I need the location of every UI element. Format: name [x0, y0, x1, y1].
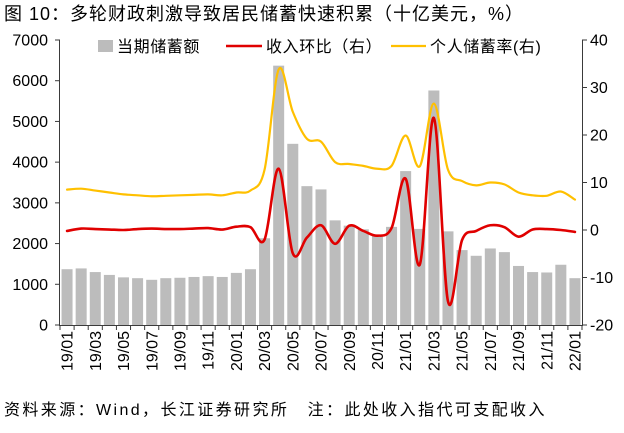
savings-bar — [103, 274, 115, 325]
legend-swatch-savings — [98, 40, 113, 52]
savings-bar — [117, 277, 129, 325]
y-right-tick-label: 30 — [590, 80, 608, 97]
savings-bar — [442, 231, 454, 325]
y-right-tick-label: 0 — [590, 223, 599, 240]
income-mom-line — [65, 116, 577, 306]
y-right-tick-label: -20 — [590, 318, 613, 335]
y-left-tick-label: 2000 — [12, 236, 48, 253]
savings-bar — [202, 276, 214, 325]
legend-label-income-mom: 收入环比（右） — [266, 38, 382, 56]
x-tick-label: 19/07 — [144, 331, 161, 371]
x-tick-label: 22/01 — [568, 331, 585, 371]
source-note: 资料来源：Wind，长江证券研究所 注：此处收入指代可支配收入 — [4, 402, 547, 419]
savings-bar — [357, 229, 369, 325]
savings-bar — [174, 277, 186, 325]
savings-bar — [414, 228, 426, 325]
savings-bar — [89, 272, 101, 325]
savings-bar — [146, 279, 158, 325]
x-tick-label: 21/11 — [539, 331, 556, 370]
x-tick-label: 20/09 — [342, 331, 359, 371]
savings-bar — [259, 238, 271, 325]
x-tick-label: 20/01 — [229, 331, 246, 371]
savings-bar — [555, 264, 567, 325]
x-tick-label: 21/05 — [455, 331, 472, 371]
y-left-tick-label: 1000 — [12, 277, 48, 294]
legend: 当期储蓄额 收入环比（右） 个人储蓄率(右) — [98, 38, 541, 56]
savings-bar — [244, 269, 256, 325]
savings-bar — [132, 278, 144, 325]
x-tick-label: 21/01 — [398, 331, 415, 371]
y-left-tick-label: 6000 — [12, 73, 48, 90]
x-tick-label: 19/11 — [201, 331, 218, 370]
savings-bar — [513, 265, 525, 325]
savings-bar — [287, 143, 299, 325]
savings-bar — [456, 250, 468, 325]
savings-bar — [470, 255, 482, 325]
savings-bar — [400, 171, 412, 325]
x-tick-label: 21/07 — [483, 331, 500, 371]
y-right-tick-label: 40 — [590, 33, 608, 50]
savings-bar — [188, 276, 200, 325]
savings-bar — [216, 276, 228, 325]
x-tick-label: 19/09 — [173, 331, 190, 371]
savings-bar — [541, 272, 553, 325]
legend-label-saving-rate: 个人储蓄率(右) — [430, 38, 541, 56]
y-right-tick-label: 20 — [590, 128, 608, 145]
savings-bar — [301, 186, 313, 325]
axes-layer: 0 1000 2000 3000 4000 5000 6000 7000 -20 -10 0 10 20… — [12, 33, 613, 372]
y-right-tick-label: 10 — [590, 175, 608, 192]
y-left-tick-label: 5000 — [12, 114, 48, 131]
savings-bar — [315, 189, 327, 325]
x-tick-label: 20/11 — [370, 331, 387, 370]
y-left-tick-label: 4000 — [12, 155, 48, 172]
legend-label-savings: 当期储蓄额 — [117, 38, 200, 56]
savings-bar — [498, 252, 510, 325]
x-tick-label: 19/03 — [88, 331, 105, 371]
lines-layer — [65, 66, 577, 306]
savings-bar — [273, 65, 285, 326]
x-tick-label: 20/05 — [285, 331, 302, 371]
savings-bar — [428, 90, 440, 326]
x-tick-label: 21/09 — [511, 331, 528, 371]
x-tick-label: 19/01 — [60, 331, 77, 371]
savings-bar — [329, 220, 341, 325]
y-left-tick-label: 3000 — [12, 195, 48, 212]
savings-bar — [343, 225, 355, 325]
savings-bar — [371, 234, 383, 325]
x-tick-label: 19/05 — [116, 331, 133, 371]
savings-bar — [230, 272, 242, 325]
x-tick-label: 20/07 — [314, 331, 331, 371]
savings-bar — [75, 268, 87, 325]
y-left-tick-label: 0 — [39, 318, 48, 335]
x-tick-label: 21/03 — [426, 331, 443, 371]
savings-bar — [160, 278, 172, 325]
y-right-tick-label: -10 — [590, 270, 613, 287]
savings-bar — [569, 278, 581, 325]
figure-title: 图 10：多轮财政刺激导致居民储蓄快速积累（十亿美元，%） — [4, 4, 525, 24]
y-left-tick-label: 7000 — [12, 33, 48, 50]
bars-layer — [61, 65, 581, 326]
savings-bar — [386, 226, 398, 325]
savings-bar — [61, 269, 73, 325]
savings-bar — [527, 272, 539, 325]
savings-bar — [484, 248, 496, 325]
saving-rate-line — [65, 66, 577, 201]
x-tick-label: 20/03 — [257, 331, 274, 371]
